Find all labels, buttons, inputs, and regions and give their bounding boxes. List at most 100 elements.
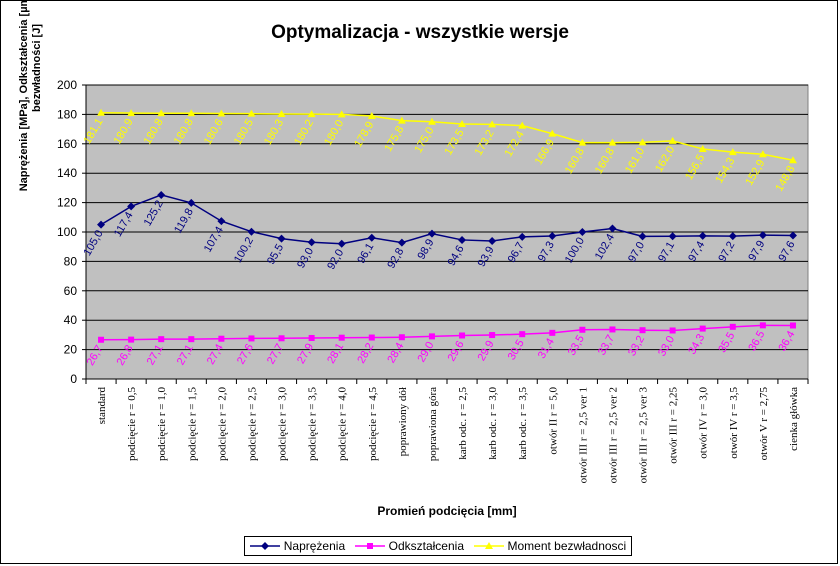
data-point xyxy=(367,233,376,242)
data-point xyxy=(609,326,616,333)
data-point xyxy=(157,190,166,199)
legend-marker-triangle xyxy=(473,542,504,549)
data-point xyxy=(548,231,557,240)
series-line xyxy=(101,112,794,161)
data-point xyxy=(549,329,556,336)
data-point xyxy=(218,335,225,342)
x-tick-label: poprawiona góra xyxy=(427,387,439,461)
legend-marker-square xyxy=(354,543,385,549)
x-tick-label: podcięcie r = 3,5 xyxy=(307,387,319,462)
data-point xyxy=(638,138,647,146)
x-tick-label: podcięcie r = 1,5 xyxy=(186,387,198,462)
data-point xyxy=(127,109,136,117)
data-point xyxy=(367,112,376,120)
data-point xyxy=(488,236,497,245)
x-tick-label: podcięcie r = 0,5 xyxy=(126,387,138,462)
data-point xyxy=(698,231,707,240)
data-point xyxy=(278,335,285,342)
x-tick-label: podcięcie r = 3,0 xyxy=(277,387,289,462)
chart-title: Optymalizacja - wszystkie wersje xyxy=(271,22,569,43)
data-point xyxy=(248,335,255,342)
data-point xyxy=(518,121,527,129)
x-tick-label: karb odc. r = 3,0 xyxy=(487,387,499,460)
legend-item-naprezenia: Naprężenia xyxy=(249,539,346,553)
legend-label: Moment bezwładnosci xyxy=(507,539,627,553)
x-tick-label: podcięcie r = 2,5 xyxy=(246,387,258,462)
data-point xyxy=(759,322,766,329)
data-point xyxy=(307,110,316,118)
data-point xyxy=(397,238,406,247)
data-point xyxy=(728,148,737,156)
data-point xyxy=(428,333,435,340)
y-tick-label: 120 xyxy=(57,196,77,210)
series-line xyxy=(100,194,793,245)
legend-item-moment: Moment bezwładnosci xyxy=(473,539,627,553)
x-tick-label: otwór III r = 2,5 ver 1 xyxy=(577,387,589,483)
data-point xyxy=(427,229,436,238)
data-point xyxy=(729,323,736,330)
data-point xyxy=(188,336,195,343)
y-tick-label: 0 xyxy=(70,372,77,386)
data-point xyxy=(489,332,496,339)
x-tick-label: karb odc. r = 2,5 xyxy=(457,387,469,460)
data-point xyxy=(187,198,196,207)
data-point xyxy=(578,138,587,146)
data-point xyxy=(668,136,677,144)
data-point xyxy=(458,235,467,244)
data-point xyxy=(97,220,106,229)
data-point xyxy=(608,224,617,233)
data-point xyxy=(668,232,677,241)
data-point xyxy=(368,334,375,341)
x-tick-label: karb odc. r = 3,5 xyxy=(517,387,529,460)
data-point xyxy=(788,231,797,240)
x-tick-label: podcięcie r = 1,0 xyxy=(156,387,168,462)
data-point xyxy=(97,108,106,116)
y-tick-label: 80 xyxy=(64,254,78,268)
x-tick-label: otwór IV r = 3,5 xyxy=(728,387,740,459)
x-axis-label: Promień podcięcia [mm] xyxy=(377,504,517,518)
data-point xyxy=(728,232,737,241)
y-tick-label: 200 xyxy=(57,78,77,92)
data-point xyxy=(518,232,527,241)
data-point xyxy=(128,336,135,343)
data-point xyxy=(247,109,256,117)
data-point xyxy=(337,239,346,248)
data-point xyxy=(308,334,315,341)
legend-label: Naprężenia xyxy=(283,539,346,553)
data-point xyxy=(217,217,226,226)
legend-item-odksztalcenia: Odkształcenia xyxy=(354,539,464,553)
x-tick-label: podcięcie r = 2,0 xyxy=(216,387,228,462)
x-tick-label: otwór III r = 2,25 xyxy=(668,387,680,464)
data-point xyxy=(579,326,586,333)
x-tick-label: cienka główka xyxy=(788,387,800,451)
x-tick-label: poprawiony dół xyxy=(397,387,409,456)
data-point xyxy=(459,332,466,339)
x-tick-label: otwór IV r = 3,0 xyxy=(698,387,710,459)
data-point xyxy=(698,144,707,152)
data-point xyxy=(699,325,706,332)
data-point xyxy=(277,234,286,243)
y-tick-label: 180 xyxy=(57,107,77,121)
x-tick-label: podcięcie r = 4,0 xyxy=(337,387,349,462)
data-point xyxy=(277,109,286,117)
data-point xyxy=(157,109,166,117)
x-tick-label: standard xyxy=(96,387,108,425)
y-tick-label: 140 xyxy=(57,166,77,180)
x-tick-label: otwór V r = 2,75 xyxy=(758,387,770,461)
data-point xyxy=(788,156,797,164)
y-tick-label: 20 xyxy=(64,343,78,357)
data-point xyxy=(98,336,105,343)
data-point xyxy=(639,327,646,334)
data-point xyxy=(519,331,526,338)
data-point xyxy=(669,327,676,334)
data-point xyxy=(608,138,617,146)
data-point xyxy=(398,334,405,341)
legend: Naprężenia Odkształcenia Moment bezwładn… xyxy=(244,536,632,556)
legend-label: Odkształcenia xyxy=(388,539,464,553)
y-tick-label: 60 xyxy=(64,284,78,298)
x-tick-label: podcięcie r = 4,5 xyxy=(367,387,379,462)
data-point xyxy=(217,109,226,117)
data-point xyxy=(638,232,647,241)
data-point xyxy=(127,202,136,211)
data-point xyxy=(338,334,345,341)
